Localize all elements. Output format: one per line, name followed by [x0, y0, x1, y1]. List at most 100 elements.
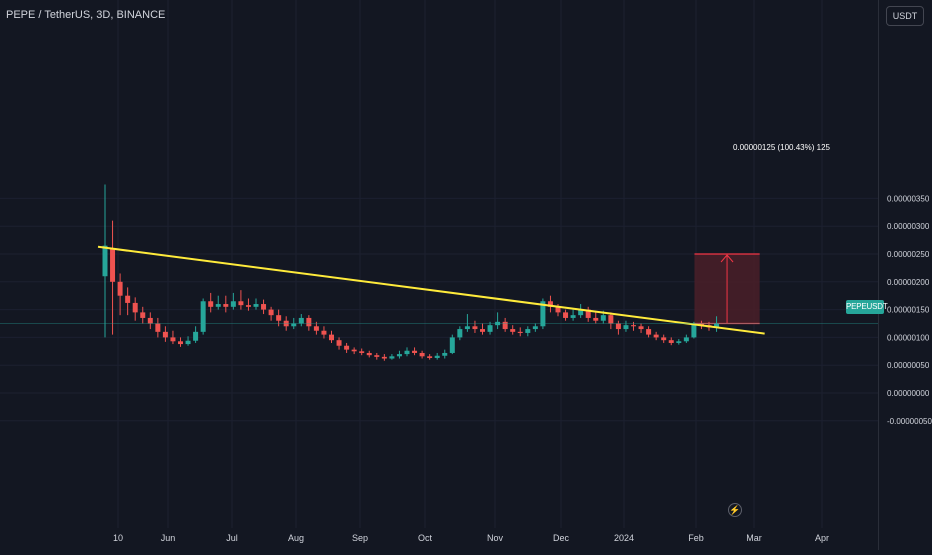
candle-body [291, 323, 297, 327]
candle-body [321, 330, 327, 335]
candle-body [464, 326, 470, 330]
candle-body [615, 323, 621, 330]
candle-body [578, 309, 584, 316]
candle-body [570, 315, 576, 318]
candle-body [510, 329, 516, 332]
candle-body [170, 337, 176, 342]
symbol-price-tag: PEPEUSDT [846, 300, 888, 314]
candle-body [442, 352, 448, 356]
candle-body [313, 326, 319, 331]
trendline [97, 245, 765, 335]
candle-body [563, 312, 569, 318]
candle-body [344, 345, 350, 350]
price-scale[interactable]: 0.00000350 0.00000300 0.00000250 0.00000200… [878, 0, 932, 550]
candle-body [193, 331, 199, 341]
candle-body [396, 354, 402, 357]
x-tick-label: Apr [815, 533, 829, 543]
candle-body [306, 317, 312, 327]
y-tick-label: -0.00000050 [887, 417, 932, 426]
y-tick-label: 0.00000200 [887, 278, 930, 287]
candle-body [427, 356, 433, 358]
price-range-arrowhead [720, 254, 734, 263]
candle-body [110, 248, 116, 282]
price-range-tool[interactable] [694, 253, 760, 325]
candle-body [253, 304, 259, 307]
y-tick-label: 0.00000000 [887, 389, 930, 398]
x-tick-label: Sep [352, 533, 368, 543]
candle-body [547, 301, 553, 307]
candle-body [215, 304, 221, 307]
candle-body [238, 301, 244, 306]
candle-body [208, 301, 214, 307]
candle-body [472, 326, 478, 330]
x-tick-label: Jul [226, 533, 238, 543]
chart-title: PEPE / TetherUS, 3D, BINANCE [6, 9, 166, 21]
candle-body [298, 317, 304, 324]
x-tick-label: 2024 [614, 533, 634, 543]
candle-body [714, 323, 720, 328]
x-tick-label: Aug [288, 533, 304, 543]
candle-body [555, 306, 561, 313]
candle-body [631, 325, 636, 327]
y-tick-label: 0.00000150 [887, 306, 930, 315]
trendline-layer[interactable] [97, 245, 765, 335]
candle-body [351, 349, 357, 352]
candle-body [132, 302, 138, 313]
candle-body [381, 356, 387, 359]
candle-body [359, 351, 365, 353]
candle-body [668, 340, 674, 343]
x-tick-label: Mar [746, 533, 762, 543]
candle-body [698, 323, 704, 326]
candle-body [480, 329, 485, 332]
x-tick-label: Dec [553, 533, 570, 543]
candle-body [155, 323, 161, 332]
candle-body [457, 329, 463, 338]
candle-body [230, 301, 236, 307]
candle-body [593, 317, 599, 321]
candle-body [676, 341, 682, 343]
candle-body [691, 323, 697, 338]
x-tick-label: 10 [113, 533, 123, 543]
y-tick-label: 0.00000250 [887, 250, 930, 259]
candle-body [540, 301, 546, 327]
candle-body [419, 352, 425, 357]
candle-body [608, 315, 614, 324]
candle-body [412, 350, 418, 353]
candle-body [261, 304, 267, 310]
x-tick-label: Feb [688, 533, 704, 543]
y-tick-label: 0.00000050 [887, 361, 930, 370]
y-tick-label: 0.00000300 [887, 222, 930, 231]
candle-body [276, 315, 282, 321]
candle-body [585, 309, 591, 318]
candle-body [404, 350, 410, 355]
price-scale-labels: 0.00000350 0.00000300 0.00000250 0.00000200… [887, 194, 932, 426]
candle-body [434, 355, 440, 358]
candle-body [449, 337, 455, 353]
candle-body [623, 325, 629, 330]
candle-body [102, 245, 108, 277]
candle-body [336, 340, 342, 346]
candle-body [661, 337, 667, 341]
candles [102, 184, 720, 361]
grid-layer [0, 0, 878, 528]
lightning-icon[interactable]: ⚡ [728, 503, 742, 517]
x-tick-label: Nov [487, 533, 504, 543]
candle-body [200, 301, 206, 332]
candle-body [125, 295, 131, 303]
candle-body [162, 331, 168, 338]
candle-body [185, 340, 191, 345]
candle-body [178, 341, 183, 345]
y-tick-label: 0.00000100 [887, 333, 930, 342]
candle-body [517, 331, 523, 333]
y-tick-label: 0.00000350 [887, 194, 930, 203]
candle-body [245, 305, 251, 307]
candle-body [683, 337, 689, 342]
candle-body [638, 326, 644, 330]
candle-body [140, 312, 146, 318]
currency-button[interactable]: USDT [886, 6, 924, 26]
candle-body [117, 281, 123, 296]
candle-body [525, 329, 531, 333]
candle-body [389, 356, 395, 359]
